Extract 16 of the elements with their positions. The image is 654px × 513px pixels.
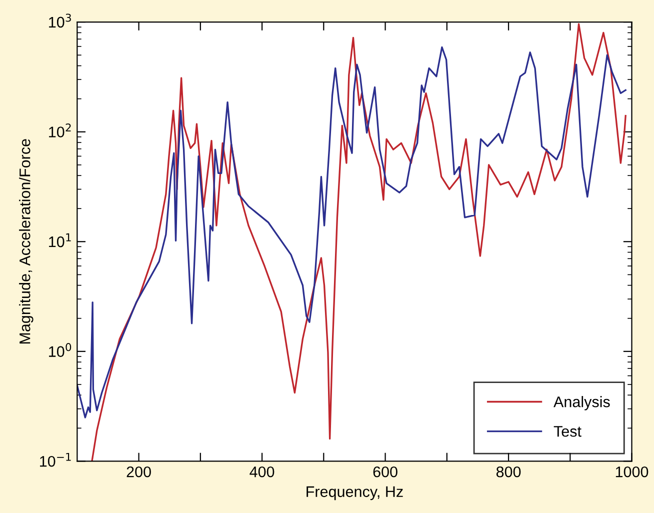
legend-label: Analysis <box>554 396 610 410</box>
y-tick-label: 10$^{−1}$ <box>40 452 71 467</box>
line-series <box>77 46 626 418</box>
x-tick-label: 200 <box>126 466 151 478</box>
x-axis-title: Frequency, Hz <box>306 486 403 500</box>
legend-label: Test <box>554 426 582 437</box>
x-tick-label: 1000 <box>616 466 648 478</box>
line-series <box>91 23 626 462</box>
y-tick-label: 10$^{1}$ <box>49 233 71 248</box>
y-tick-label: 10$^{3}$ <box>49 14 71 28</box>
x-tick-label: 800 <box>496 466 521 478</box>
x-tick-label: 600 <box>373 466 398 478</box>
y-axis-title: Magnitude, Acceleration/Force <box>19 139 34 344</box>
x-tick-label: 400 <box>250 466 274 478</box>
y-tick-label: 10$^{0}$ <box>49 343 72 357</box>
y-tick-label: 10$^{2}$ <box>49 123 71 138</box>
